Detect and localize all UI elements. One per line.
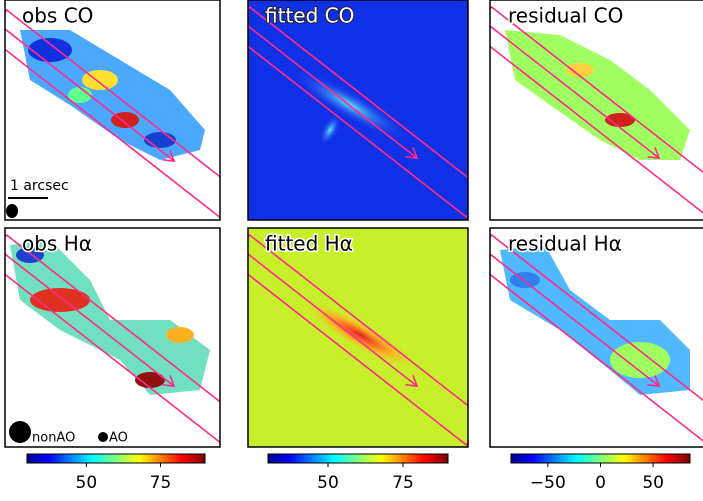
colorbar	[510, 453, 691, 464]
tick-label: 50	[317, 473, 339, 493]
panel-title: fitted CO	[265, 4, 354, 28]
panel-title: residual CO	[508, 4, 623, 28]
tick-label: 0	[595, 473, 606, 493]
tick-label: 50	[642, 473, 664, 493]
tick-label: 50	[76, 473, 98, 493]
colorbars: 50 75 50 75 −50 0 50	[26, 453, 691, 493]
panel-title: obs Hα	[22, 232, 92, 256]
panel-residual-co	[490, 0, 703, 220]
tick-label: 75	[392, 473, 414, 493]
panel-obs-ha	[5, 228, 220, 447]
panel-title: fitted Hα	[265, 232, 353, 256]
panel-fitted-co	[248, 0, 468, 220]
beam-label: nonAO	[32, 431, 75, 446]
beam-label: AO	[109, 431, 128, 446]
tick-label: 75	[150, 473, 172, 493]
panel-title: residual Hα	[508, 232, 622, 256]
colorbar	[26, 453, 206, 464]
panel-fitted-ha	[248, 228, 468, 447]
panel-residual-ha	[490, 228, 703, 447]
colorbar	[267, 453, 449, 464]
beam	[6, 204, 18, 218]
panel-title: obs CO	[22, 4, 93, 28]
panel-obs-co	[5, 0, 220, 220]
tick-label: −50	[530, 473, 566, 493]
scale-bar-label: 1 arcsec	[10, 178, 69, 194]
